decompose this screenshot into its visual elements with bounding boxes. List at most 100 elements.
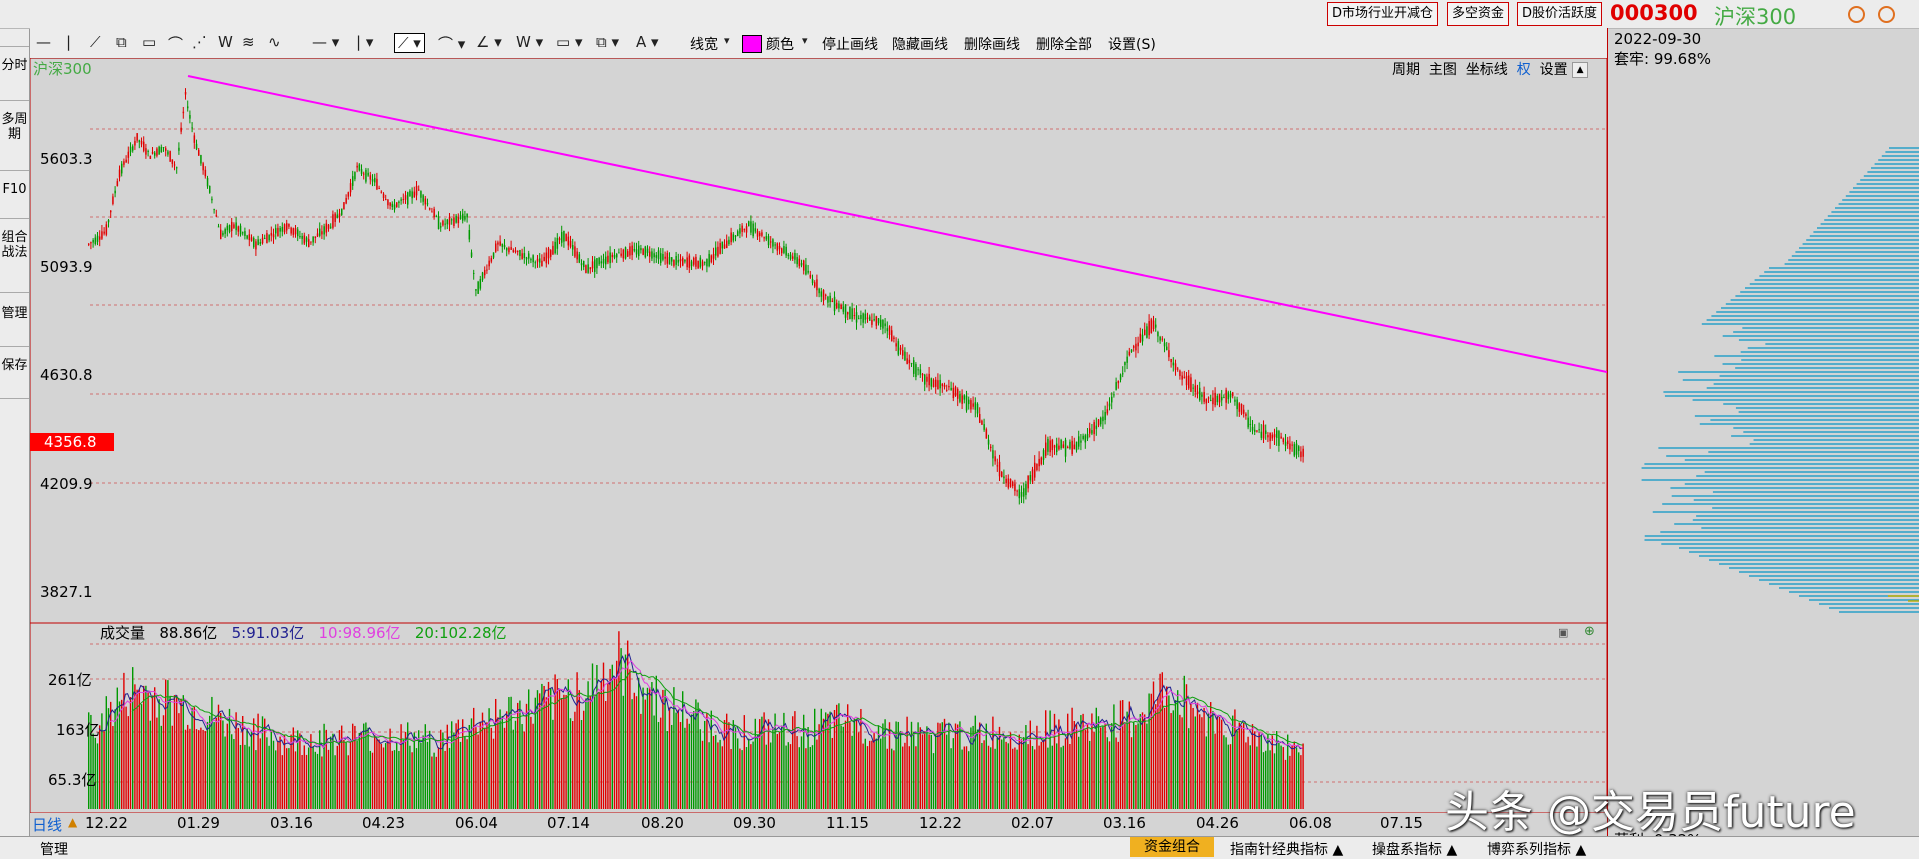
candle-body [1232, 392, 1234, 396]
candle-body [1157, 332, 1159, 337]
nav-manage[interactable]: 管理 [0, 306, 29, 347]
chart-settings-menu[interactable]: 设置 [1539, 62, 1568, 78]
candle-body [156, 148, 158, 156]
candle-body [745, 226, 748, 233]
volume-bar [501, 715, 503, 809]
volume-bar [479, 721, 481, 809]
candle-body [200, 155, 202, 164]
tab-compass-indicators[interactable]: 指南针经典指标 ▲ [1230, 842, 1344, 858]
candle-body [682, 258, 684, 266]
candle-body [409, 190, 411, 197]
candle-body [1258, 429, 1260, 431]
long-short-funds-button[interactable]: 多空资金 [1447, 2, 1510, 26]
text-tool-icon[interactable]: A ▾ [636, 33, 659, 51]
volume-bar [583, 710, 585, 809]
candle-body [132, 146, 134, 151]
volume-bar [1003, 737, 1005, 809]
curve-tool-icon[interactable]: ⌒ ▾ [438, 35, 466, 53]
rect-tool-icon[interactable]: ▭ [142, 33, 157, 51]
candle-body [1207, 397, 1210, 399]
volume-bar [948, 722, 950, 809]
tab-fund-combo[interactable]: 资金组合 [1130, 837, 1214, 857]
nav-f10[interactable]: F10 [0, 182, 29, 219]
candle-body [1177, 368, 1179, 370]
volume-bar [420, 742, 422, 809]
volume-bar [706, 713, 708, 809]
nav-save[interactable]: 保存 [0, 358, 29, 399]
wave-style-icon[interactable]: W ▾ [516, 33, 544, 51]
color-swatch[interactable] [742, 35, 762, 53]
pattern-tool-icon[interactable]: ∿ [268, 33, 281, 51]
candle-body [580, 263, 583, 266]
segment-tool-icon[interactable]: ⟋ ▾ [394, 33, 425, 53]
candle-body [924, 374, 926, 385]
market-sector-button[interactable]: D市场行业开减仓 [1327, 2, 1439, 26]
circle-icon[interactable] [1848, 6, 1865, 23]
settings-button[interactable]: 设置(S) [1108, 37, 1156, 53]
zigzag-tool-icon[interactable]: ≋ [242, 33, 255, 51]
candle-body [233, 224, 235, 228]
delete-all-button[interactable]: 删除全部 [1036, 37, 1092, 53]
candle-body [1210, 399, 1212, 401]
wave-tool-icon[interactable]: W [218, 33, 233, 51]
candle-body [616, 254, 618, 258]
arc-tool-icon[interactable]: ⌒ [168, 35, 184, 53]
nav-combo-strategy[interactable]: 组合战法 [0, 230, 29, 293]
volume-bar [679, 722, 682, 809]
angle-tool-icon[interactable]: ∠ ▾ [476, 33, 502, 51]
hide-draw-button[interactable]: 隐藏画线 [892, 37, 948, 53]
color-button[interactable]: 颜色 [766, 37, 794, 53]
ray-tool-icon[interactable]: ⟋ [90, 33, 101, 51]
candle-body [602, 258, 605, 264]
volume-bar [411, 752, 413, 809]
period-label[interactable]: 日线 [32, 816, 63, 834]
chevron-down-icon[interactable]: ▾ [724, 34, 730, 47]
tab-trading-indicators[interactable]: 操盘系指标 ▲ [1372, 842, 1458, 858]
volume-bar [530, 716, 532, 809]
fan-tool-icon[interactable]: ⋰ [192, 33, 207, 51]
main-chart-menu[interactable]: 主图 [1428, 62, 1457, 78]
coordinate-menu[interactable]: 坐标线 [1465, 62, 1508, 78]
stop-draw-button[interactable]: 停止画线 [822, 37, 878, 53]
candle-body [550, 250, 552, 257]
manage-button[interactable]: 管理 [40, 842, 68, 858]
gann-tool-icon[interactable]: ⧉ ▾ [596, 33, 620, 51]
candle-body [534, 262, 537, 264]
candle-body [1271, 434, 1274, 439]
maximize-icon[interactable]: ▲ [1572, 62, 1589, 78]
candle-body [138, 140, 141, 143]
volume-bar [1300, 755, 1302, 809]
volume-bar [543, 685, 545, 809]
volume-bar [424, 724, 426, 809]
hline-tool-icon[interactable]: — [36, 33, 51, 51]
volume-chart[interactable] [30, 623, 1607, 813]
volume-bar [1194, 716, 1196, 809]
vline-tool-icon[interactable]: | [66, 33, 72, 51]
candle-body [805, 264, 807, 275]
candle-body [1073, 444, 1076, 450]
channel-tool-icon[interactable]: ⧉ [116, 33, 127, 51]
line-width-button[interactable]: 线宽 [690, 37, 718, 53]
period-menu[interactable]: 周期 [1392, 62, 1420, 78]
nav-intraday[interactable]: 分时 [0, 58, 29, 101]
tab-game-indicators[interactable]: 博弈系列指标 ▲ [1487, 842, 1587, 858]
candle-body [332, 214, 334, 228]
shape-tool-icon[interactable]: ▭ ▾ [556, 33, 583, 51]
candle-body [585, 265, 587, 273]
zoom-icon[interactable]: ⊕ [1584, 624, 1595, 639]
stock-activity-button[interactable]: D股价活跃度 [1517, 2, 1603, 26]
candlestick-chart[interactable] [30, 58, 1607, 623]
chevron-down-icon[interactable]: ▾ [802, 34, 808, 47]
volume-bar [508, 697, 510, 809]
nav-multi-period[interactable]: 多周期 [0, 112, 29, 171]
line-style-icon[interactable]: — ▾ [312, 33, 340, 51]
candle-body [583, 260, 585, 268]
candle-body [895, 343, 897, 347]
delete-draw-button[interactable]: 删除画线 [964, 37, 1020, 53]
vertical-style-icon[interactable]: | ▾ [356, 33, 374, 51]
candle-body [838, 303, 840, 309]
panel-icon[interactable]: ▣ [1558, 626, 1569, 639]
rights-menu[interactable]: 权 [1516, 62, 1531, 78]
circle-icon[interactable] [1878, 6, 1895, 23]
volume-bar [1018, 734, 1020, 809]
